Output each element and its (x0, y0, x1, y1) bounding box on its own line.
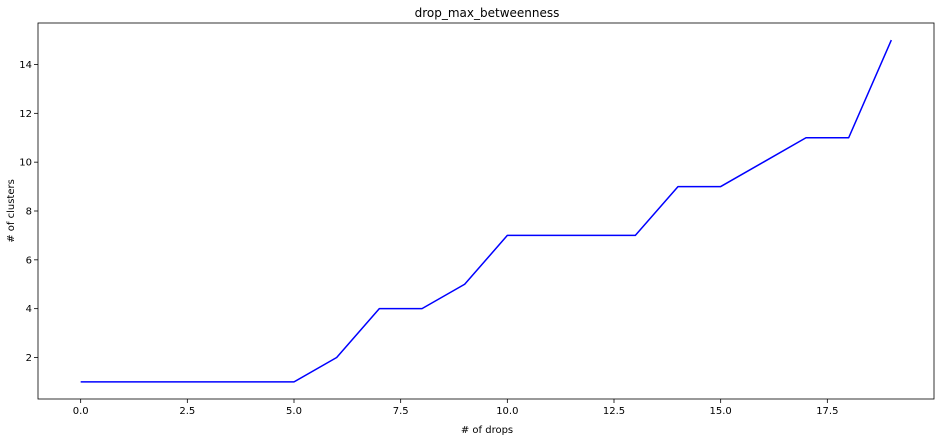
series-line (80, 39, 893, 383)
chart-title: drop_max_betweenness (415, 6, 560, 20)
x-tick-label: 10.0 (496, 406, 518, 417)
plot-area (80, 39, 893, 383)
y-axis: 2 4 6 8 10 12 14 (19, 60, 38, 364)
y-tick-label: 6 (26, 255, 32, 266)
y-tick-label: 14 (19, 60, 32, 71)
y-tick-label: 10 (19, 158, 32, 169)
plot-frame (37, 22, 935, 400)
y-tick-label: 4 (26, 304, 32, 315)
y-tick-label: 8 (26, 207, 32, 218)
x-axis-label: # of drops (461, 425, 513, 436)
x-tick-label: 7.5 (393, 406, 409, 417)
y-axis-label: # of clusters (6, 179, 17, 243)
x-tick-label: 2.5 (179, 406, 195, 417)
x-tick-label: 0.0 (73, 406, 89, 417)
y-tick-label: 2 (26, 353, 32, 364)
x-tick-label: 17.5 (816, 406, 838, 417)
x-axis: 0.0 2.5 5.0 7.5 10.0 12.5 15.0 17.5 (73, 399, 838, 417)
y-tick-label: 12 (19, 109, 32, 120)
x-tick-label: 5.0 (286, 406, 302, 417)
x-tick-label: 15.0 (710, 406, 732, 417)
x-tick-label: 12.5 (603, 406, 625, 417)
